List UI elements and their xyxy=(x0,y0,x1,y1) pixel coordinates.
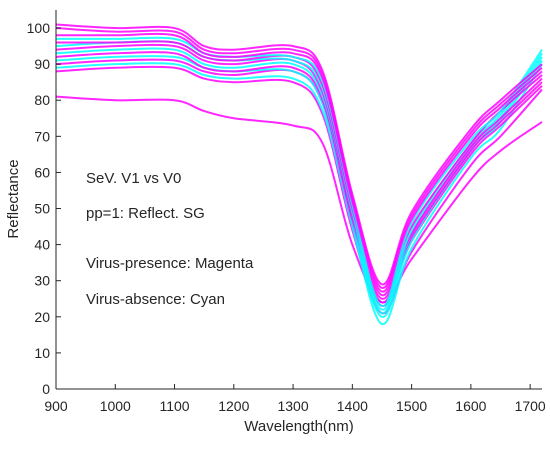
annotation-virus-absence: Virus-absence: Cyan xyxy=(86,291,225,308)
y-tick-label-100: 100 xyxy=(27,20,51,36)
annotation-block: SeV. V1 vs V0 pp=1: Reflect. SG Virus-pr… xyxy=(86,170,254,308)
x-ticks: 900 1000 1100 1200 1300 1400 1500 1600 1700 xyxy=(44,384,546,414)
y-tick-label-80: 80 xyxy=(34,92,50,108)
x-tick-label-1200: 1200 xyxy=(218,398,249,414)
y-tick-label-10: 10 xyxy=(34,345,50,361)
y-tick-label-20: 20 xyxy=(34,309,50,325)
y-tick-label-0: 0 xyxy=(42,381,50,397)
y-tick-label-50: 50 xyxy=(34,201,50,217)
y-tick-label-70: 70 xyxy=(34,128,50,144)
x-tick-label-1100: 1100 xyxy=(159,398,189,414)
x-tick-label-1400: 1400 xyxy=(337,398,368,414)
series-line-13 xyxy=(55,23,543,286)
annotation-title: SeV. V1 vs V0 xyxy=(86,170,181,187)
y-tick-label-40: 40 xyxy=(34,237,50,253)
y-ticks: 0 10 20 30 40 50 60 70 80 90 100 xyxy=(27,20,61,397)
annotation-preprocessing: pp=1: Reflect. SG xyxy=(86,205,205,222)
x-axis-label: Wavelength(nm) xyxy=(244,418,353,435)
x-tick-label-900: 900 xyxy=(44,398,68,414)
x-tick-label-1700: 1700 xyxy=(515,398,546,414)
annotation-virus-presence: Virus-presence: Magenta xyxy=(86,255,254,272)
x-tick-label-1500: 1500 xyxy=(396,398,427,414)
x-tick-label-1600: 1600 xyxy=(455,398,486,414)
series-line-2 xyxy=(55,62,543,326)
series-line-0 xyxy=(55,95,543,304)
series-layer xyxy=(55,23,543,326)
x-tick-label-1300: 1300 xyxy=(277,398,308,414)
y-tick-label-30: 30 xyxy=(34,273,50,289)
y-tick-label-60: 60 xyxy=(34,164,50,180)
x-tick-label-1000: 1000 xyxy=(100,398,131,414)
axes-layer xyxy=(55,10,542,390)
y-tick-label-90: 90 xyxy=(34,56,50,72)
y-axis-label: Reflectance xyxy=(5,159,22,238)
